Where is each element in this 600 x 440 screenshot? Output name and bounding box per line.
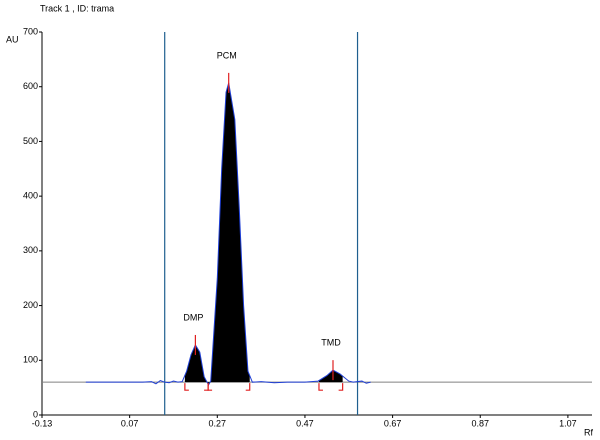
y-tick-label: 400: [23, 191, 38, 201]
y-tick-label: 600: [23, 81, 38, 91]
x-tick-label: -0.13: [32, 418, 53, 428]
chart-title: Track 1 , ID: trama: [40, 3, 114, 13]
y-tick-label: 200: [23, 300, 38, 310]
peak-label: PCM: [217, 50, 237, 60]
y-tick-label: 500: [23, 136, 38, 146]
peak-bracket: [207, 383, 213, 391]
y-axis-label: AU: [6, 34, 19, 44]
y-tick-label: 0: [33, 409, 38, 419]
y-tick-label: 300: [23, 245, 38, 255]
x-tick-label: 0.67: [384, 418, 402, 428]
peak-bracket: [318, 383, 323, 391]
peak-bracket: [184, 383, 189, 391]
peak-area: [208, 82, 250, 385]
peak-bracket: [245, 383, 251, 391]
x-tick-label: 0.47: [296, 418, 314, 428]
peak-area: [184, 344, 209, 385]
y-tick-label: 100: [23, 355, 38, 365]
x-axis-label: Rf: [584, 427, 593, 437]
signal-line: [85, 82, 371, 386]
x-tick-label: 0.87: [471, 418, 489, 428]
peak-area: [318, 370, 343, 383]
x-tick-label: 0.27: [209, 418, 227, 428]
peak-bracket: [338, 383, 344, 391]
peak-label: TMD: [321, 338, 341, 348]
y-tick-label: 700: [23, 26, 38, 36]
peak-label: DMP: [183, 312, 203, 322]
x-tick-label: 1.07: [559, 418, 577, 428]
x-tick-label: 0.07: [121, 418, 139, 428]
